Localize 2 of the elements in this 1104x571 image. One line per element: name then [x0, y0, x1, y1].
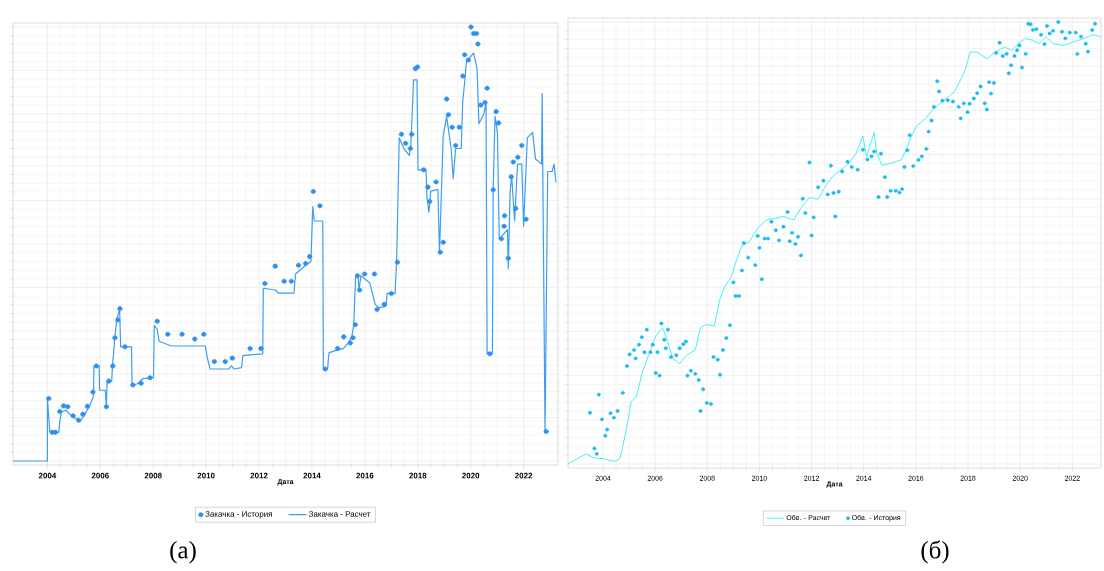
- text: (б): [921, 540, 949, 564]
- text: (а): [170, 540, 196, 564]
